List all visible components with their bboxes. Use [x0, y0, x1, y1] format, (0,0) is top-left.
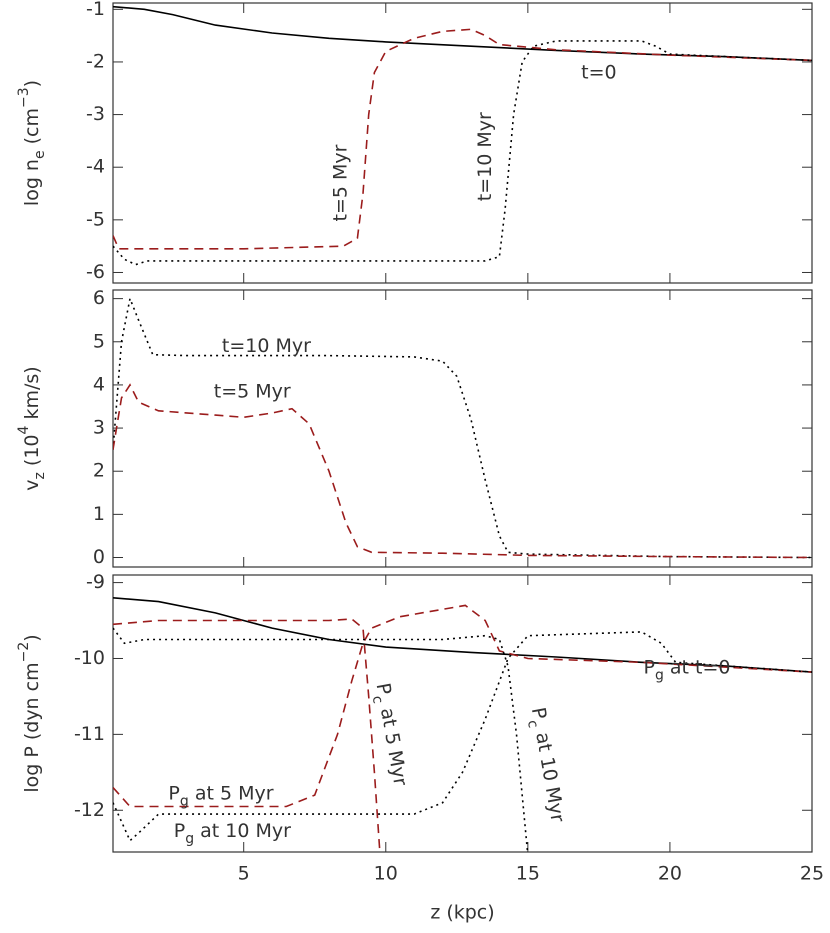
data-line	[113, 627, 529, 852]
plot-frame	[112, 2, 813, 284]
annotation: Pg at 5 Myr	[168, 782, 273, 810]
y-tick-label: -9	[86, 571, 105, 593]
text-part: at 10 Myr	[194, 819, 291, 841]
text-part: )	[21, 80, 43, 87]
text-part: (10	[21, 434, 43, 472]
y-tick-label: -3	[86, 103, 105, 125]
plot-frame	[112, 574, 813, 853]
text-part: z	[32, 472, 48, 479]
annotation: t=5 Myr	[214, 380, 291, 402]
text-part: g	[655, 668, 664, 684]
y-axis-label: log P (dyn cm−2)	[16, 634, 43, 792]
y-tick-label: -10	[74, 647, 105, 669]
y-tick-label: -6	[86, 261, 105, 283]
annotation: Pc at 10 Myr	[522, 706, 569, 825]
text-part: at 10 Myr	[531, 724, 570, 823]
x-tick-label: 20	[658, 863, 682, 885]
text-part: v	[21, 479, 43, 490]
text-part: P	[527, 706, 551, 721]
y-tick-label: -2	[86, 50, 105, 72]
y-tick-label: -1	[86, 0, 105, 20]
data-line	[113, 597, 812, 673]
text-part: at 5 Myr	[189, 782, 274, 804]
annotation: Pc at 5 Myr	[367, 681, 412, 788]
text-part: c	[369, 694, 386, 704]
text-part: (cm	[21, 108, 43, 150]
data-line	[113, 5, 812, 62]
x-tick-label: 10	[374, 863, 398, 885]
text-part: P	[643, 656, 654, 678]
y-tick-label: -12	[74, 799, 105, 821]
text-part: g	[180, 794, 189, 810]
plot-area	[113, 295, 812, 559]
text-part: at t=0	[664, 656, 731, 678]
annotation: Pg at 10 Myr	[174, 819, 291, 847]
y-tick-label: -11	[74, 723, 105, 745]
text-part: 4	[16, 425, 32, 434]
data-line	[113, 618, 381, 852]
text-part: at 5 Myr	[375, 700, 411, 787]
text-part: −2	[16, 642, 32, 663]
plot-area	[113, 597, 812, 852]
data-line	[113, 295, 812, 559]
text-part: )	[21, 634, 43, 641]
text-part: c	[524, 719, 541, 729]
text-part: t=10 Myr	[474, 112, 496, 201]
annotation: t=0	[581, 61, 616, 83]
text-part: −3	[16, 87, 32, 108]
y-tick-label: -5	[86, 208, 105, 230]
text-part: t=0	[581, 61, 616, 83]
x-tick-label: 25	[800, 863, 824, 885]
text-part: t=5 Myr	[329, 144, 351, 221]
plot-area	[113, 5, 812, 266]
y-tick-label: 5	[93, 330, 105, 352]
y-axis-label: vz (104 km/s)	[16, 366, 48, 490]
text-part: log P (dyn cm	[21, 662, 43, 792]
annotation: t=5 Myr	[329, 144, 351, 221]
data-line	[113, 40, 812, 266]
y-tick-label: 0	[93, 546, 105, 568]
text-part: g	[185, 831, 194, 847]
plot-frame	[112, 289, 813, 568]
y-tick-label: 3	[93, 417, 105, 439]
text-part: log n	[21, 159, 43, 206]
x-tick-label: 15	[516, 863, 540, 885]
text-part: t=5 Myr	[214, 380, 291, 402]
annotation: t=10 Myr	[474, 112, 496, 201]
annotation: t=10 Myr	[222, 335, 311, 357]
x-axis-label: z (kpc)	[430, 902, 494, 924]
text-part: P	[372, 681, 396, 696]
y-tick-label: -4	[86, 156, 105, 178]
text-part: P	[174, 819, 185, 841]
data-line	[113, 28, 812, 250]
text-part: e	[32, 150, 48, 159]
y-axis-label: log ne (cm−3)	[16, 80, 48, 206]
x-tick-label: 5	[238, 863, 250, 885]
y-tick-label: 1	[93, 503, 105, 525]
text-part: km/s)	[21, 366, 43, 425]
text-part: P	[168, 782, 179, 804]
data-line	[113, 604, 812, 808]
y-tick-label: 6	[93, 287, 105, 309]
text-part: t=10 Myr	[222, 335, 311, 357]
annotation: Pg at t=0	[643, 656, 730, 684]
y-tick-label: 2	[93, 460, 105, 482]
data-line	[113, 383, 812, 559]
y-tick-label: 4	[93, 373, 105, 395]
